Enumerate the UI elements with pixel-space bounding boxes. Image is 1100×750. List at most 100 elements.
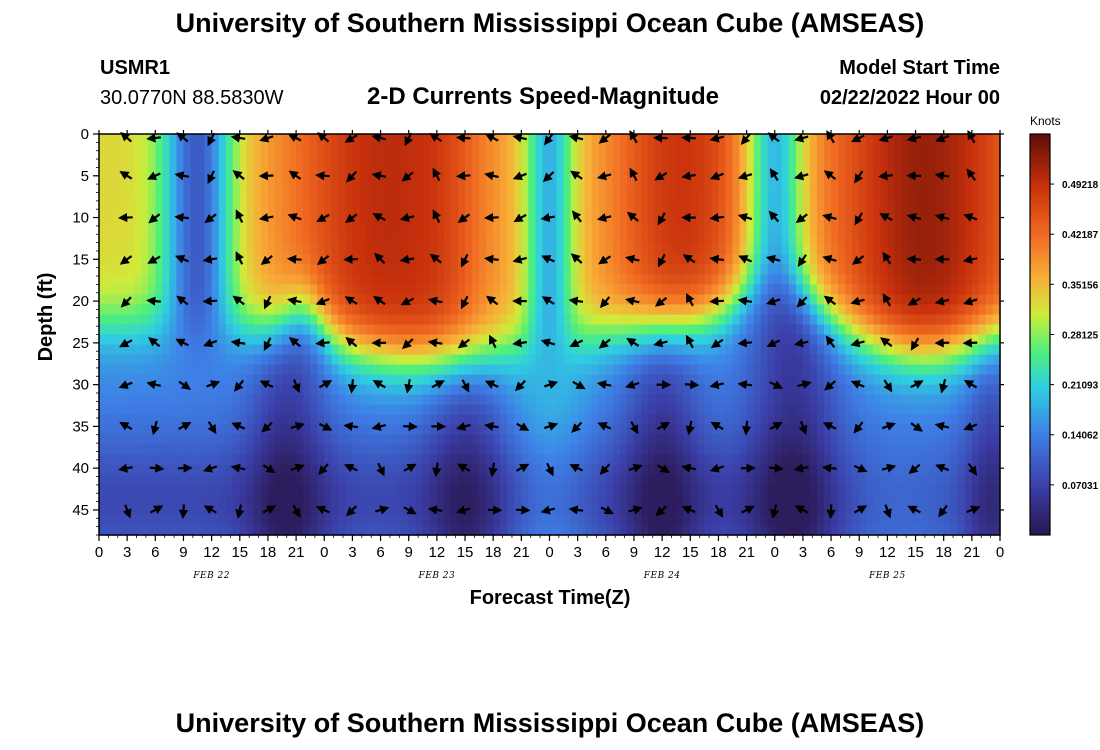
current-arrow — [401, 171, 414, 182]
y-tick-label: 5 — [81, 168, 89, 185]
current-arrow — [235, 504, 245, 519]
colorbar-tick-label: 0.35156 — [1062, 280, 1099, 291]
current-arrow — [315, 171, 330, 181]
current-arrow — [681, 505, 696, 515]
current-arrow — [456, 505, 471, 515]
current-vector-arrows — [118, 129, 981, 520]
current-arrow — [207, 170, 216, 185]
current-arrow — [797, 254, 807, 267]
current-arrow — [714, 504, 724, 518]
current-arrow — [878, 171, 893, 181]
current-arrow — [878, 133, 893, 143]
current-arrow — [850, 380, 865, 389]
current-arrow — [543, 132, 554, 146]
current-arrow — [149, 505, 164, 514]
current-arrow — [570, 253, 583, 264]
current-arrow — [542, 171, 555, 183]
current-arrow — [853, 505, 868, 514]
current-arrow — [540, 338, 556, 348]
current-arrow — [628, 463, 643, 473]
x-tick-label: 12 — [203, 544, 220, 561]
current-arrow — [292, 504, 301, 518]
current-arrow — [850, 133, 865, 143]
current-arrow — [879, 213, 893, 222]
current-arrow — [655, 505, 667, 517]
current-arrow — [432, 462, 442, 478]
current-arrow — [737, 380, 753, 390]
current-arrow — [512, 254, 527, 264]
x-tick-label: 0 — [545, 544, 553, 561]
current-arrow — [146, 171, 161, 180]
x-tick-label: 0 — [771, 544, 779, 561]
current-arrow — [741, 505, 755, 515]
current-arrow — [401, 338, 414, 350]
current-arrow — [769, 421, 783, 431]
current-arrow — [484, 254, 499, 264]
x-tick-label: 21 — [288, 544, 305, 561]
current-arrow — [427, 505, 443, 515]
current-arrow — [399, 254, 415, 264]
current-arrow — [654, 171, 668, 181]
current-arrow — [318, 422, 333, 431]
current-arrow — [935, 133, 950, 143]
colorbar-tick-label: 0.14062 — [1062, 431, 1099, 442]
current-arrow — [400, 296, 415, 306]
current-arrow — [120, 296, 132, 308]
current-arrow — [681, 463, 696, 473]
colorbar: Knots 0.07031 0.14062 0.21093 0.28125 0.3515… — [1029, 114, 1099, 536]
current-arrow — [178, 380, 192, 390]
current-arrow — [371, 421, 387, 431]
current-arrow — [344, 463, 358, 473]
current-arrow — [654, 296, 668, 307]
current-arrow — [457, 338, 471, 349]
current-arrow — [429, 132, 443, 143]
current-arrow — [765, 254, 781, 264]
current-arrow — [769, 380, 784, 389]
x-tick-label: 18 — [710, 544, 727, 561]
current-arrow — [202, 296, 218, 306]
current-arrow — [742, 420, 752, 436]
current-arrow — [935, 463, 950, 473]
current-arrow — [684, 379, 700, 390]
current-arrow — [258, 212, 274, 223]
current-arrow — [794, 171, 809, 181]
current-arrow — [204, 213, 217, 224]
x-tick-label: 15 — [907, 544, 924, 561]
x-axis-label: Forecast Time(Z) — [470, 587, 631, 609]
current-arrow — [262, 464, 276, 474]
current-arrow — [626, 211, 639, 222]
current-arrow — [263, 337, 273, 352]
current-arrow — [149, 463, 165, 473]
current-arrow — [821, 463, 837, 473]
current-arrow — [347, 379, 357, 394]
date-label: FEB 24 — [643, 571, 681, 581]
current-arrow — [118, 212, 133, 223]
current-arrow — [174, 255, 190, 264]
current-arrow — [344, 296, 358, 306]
current-arrow — [653, 338, 668, 348]
current-arrow — [907, 505, 921, 515]
date-label: FEB 23 — [418, 571, 456, 581]
current-arrow — [709, 296, 724, 306]
current-arrow — [966, 505, 981, 515]
current-arrow — [656, 422, 671, 431]
current-arrow — [598, 338, 611, 349]
current-arrow — [287, 133, 302, 143]
current-arrow — [963, 296, 978, 306]
current-arrow — [174, 212, 190, 223]
current-arrow — [484, 212, 499, 223]
current-arrow — [403, 505, 417, 515]
current-arrow — [825, 335, 836, 348]
current-arrow — [230, 338, 246, 348]
current-arrow — [934, 421, 950, 431]
current-arrow — [235, 251, 244, 265]
y-tick-label: 35 — [72, 418, 89, 435]
current-arrow — [793, 463, 809, 473]
current-arrow — [794, 133, 809, 143]
current-arrow — [488, 462, 498, 478]
current-arrow — [598, 255, 612, 265]
current-arrow — [709, 380, 725, 390]
colorbar-tick-label: 0.28125 — [1062, 330, 1099, 341]
current-arrow — [657, 212, 667, 226]
current-arrow — [881, 422, 896, 431]
